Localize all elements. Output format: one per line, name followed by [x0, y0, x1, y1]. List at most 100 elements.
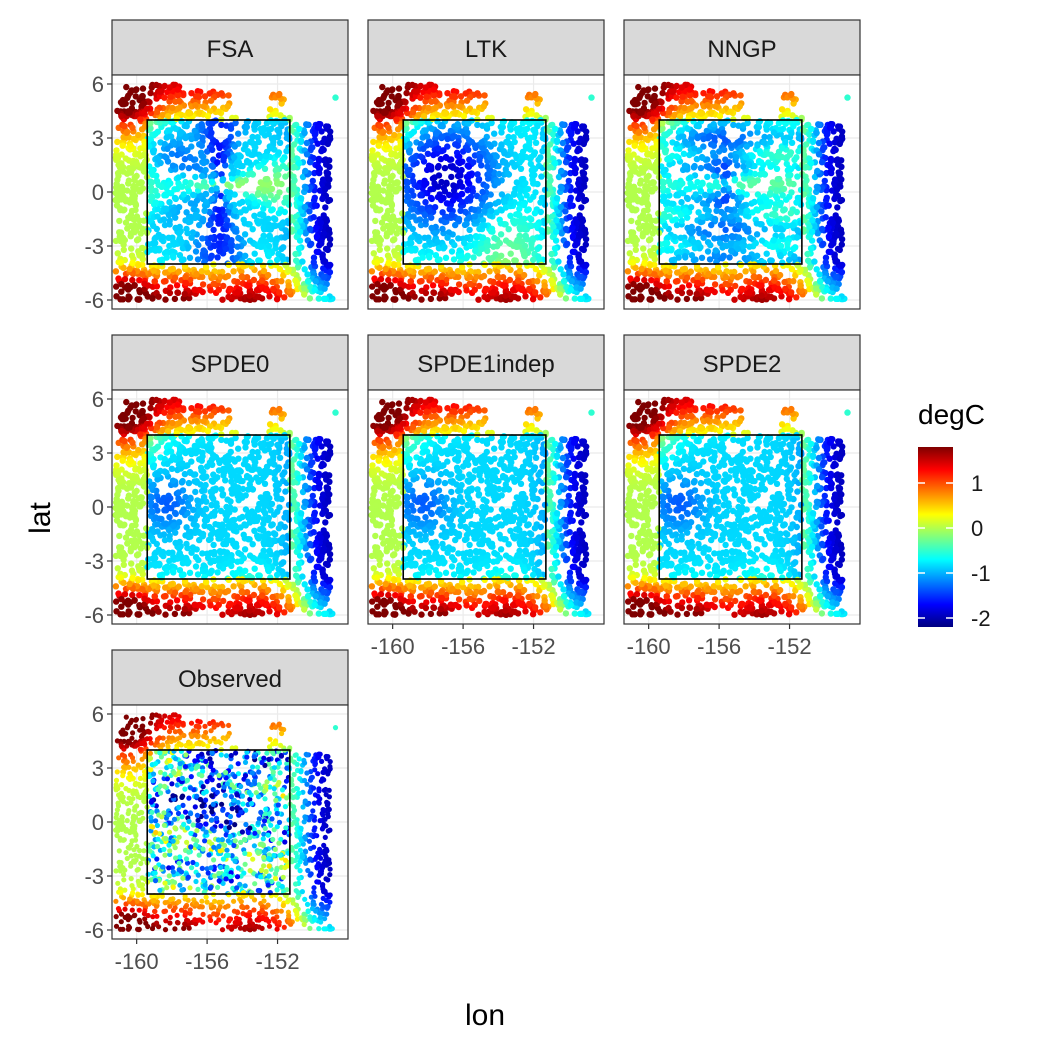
- data-point: [327, 128, 334, 135]
- data-point: [219, 296, 226, 303]
- data-point: [692, 191, 699, 198]
- data-point: [553, 195, 561, 202]
- data-point: [749, 153, 756, 160]
- data-point: [200, 247, 207, 254]
- data-point: [113, 180, 120, 188]
- data-point: [171, 274, 179, 281]
- data-point: [713, 207, 720, 214]
- data-point: [730, 90, 737, 97]
- data-point: [532, 289, 539, 296]
- data-point: [425, 162, 433, 169]
- data-point: [128, 87, 135, 94]
- data-point: [181, 155, 189, 163]
- data-point: [198, 142, 205, 149]
- data-point: [438, 274, 445, 281]
- data-point: [311, 194, 318, 201]
- data-point: [541, 282, 548, 289]
- data-point: [251, 250, 258, 257]
- data-point: [369, 180, 376, 188]
- data-point: [313, 248, 320, 255]
- data-point: [182, 279, 190, 287]
- data-point: [418, 118, 425, 125]
- data-point: [455, 235, 462, 242]
- data-point: [152, 247, 159, 254]
- data-point: [133, 213, 141, 220]
- data-point: [637, 177, 645, 184]
- data-point: [753, 220, 760, 227]
- data-point: [139, 185, 147, 192]
- data-point: [324, 140, 331, 148]
- data-point: [706, 182, 713, 189]
- data-point: [482, 194, 489, 201]
- data-point: [532, 130, 539, 137]
- data-point: [151, 278, 158, 285]
- data-point: [258, 129, 266, 136]
- data-point: [120, 207, 127, 214]
- data-point: [241, 220, 248, 227]
- data-point: [559, 139, 567, 147]
- data-point: [722, 273, 730, 281]
- data-point: [712, 159, 719, 167]
- data-point: [793, 208, 800, 216]
- data-point: [466, 171, 473, 178]
- data-point: [162, 205, 170, 212]
- data-point: [626, 250, 633, 257]
- data-point: [514, 236, 521, 244]
- data-point: [431, 204, 439, 211]
- data-point: [825, 233, 833, 240]
- data-point: [452, 109, 459, 116]
- data-point: [484, 163, 491, 170]
- data-point: [217, 234, 224, 241]
- data-point: [306, 295, 314, 302]
- data-point: [422, 199, 429, 206]
- data-point: [743, 143, 750, 150]
- data-point: [809, 217, 816, 224]
- data-point: [167, 93, 174, 100]
- data-point: [754, 191, 762, 198]
- data-point: [641, 259, 648, 267]
- data-point: [323, 123, 330, 130]
- data-point: [119, 142, 126, 149]
- data-point: [432, 252, 440, 259]
- data-point: [303, 121, 311, 129]
- data-point: [370, 138, 377, 146]
- data-point: [296, 125, 303, 133]
- data-point: [430, 86, 437, 93]
- data-point: [174, 86, 181, 93]
- data-point: [153, 81, 160, 89]
- data-point: [387, 174, 394, 181]
- data-point: [465, 195, 472, 203]
- data-point: [215, 108, 222, 115]
- data-point: [626, 107, 633, 115]
- data-point: [437, 155, 445, 163]
- data-point: [788, 222, 796, 229]
- data-point: [483, 203, 490, 210]
- data-point: [535, 156, 542, 164]
- data-point: [518, 176, 525, 183]
- data-point: [576, 273, 584, 281]
- data-point: [281, 199, 288, 206]
- data-point: [158, 183, 165, 190]
- data-point: [823, 286, 830, 294]
- data-point: [575, 176, 583, 183]
- data-point: [582, 157, 589, 164]
- data-point: [439, 209, 446, 216]
- data-point: [400, 282, 408, 289]
- data-point: [531, 210, 539, 217]
- data-point: [175, 268, 182, 275]
- data-point: [117, 296, 124, 303]
- data-point: [524, 185, 532, 193]
- data-point: [387, 198, 394, 206]
- data-point: [204, 148, 211, 155]
- data-point: [463, 97, 471, 104]
- data-point: [184, 147, 191, 154]
- data-point: [422, 84, 429, 91]
- data-point: [128, 207, 136, 215]
- data-point: [275, 171, 282, 179]
- data-point: [235, 234, 242, 242]
- data-point: [832, 273, 840, 281]
- data-point: [511, 189, 518, 197]
- data-point: [202, 264, 210, 271]
- data-point: [577, 285, 584, 292]
- data-point: [822, 259, 829, 266]
